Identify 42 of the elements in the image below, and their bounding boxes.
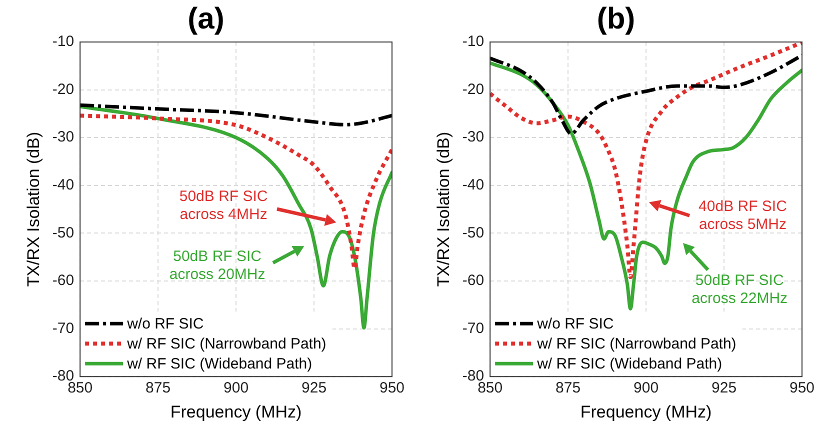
x-tick-label: 875 <box>556 380 581 397</box>
legend-label: w/o RF SIC <box>536 316 614 333</box>
y-tick-label: -40 <box>462 176 484 194</box>
y-tick-label: -30 <box>462 128 484 146</box>
x-axis-title: Frequency (MHz) <box>580 402 712 422</box>
y-tick-label: -20 <box>462 80 484 98</box>
line-series <box>490 61 802 310</box>
chart-title: (a) <box>188 2 224 36</box>
x-tick-label: 925 <box>712 380 737 397</box>
legend-label: w/ RF SIC (Wideband Path) <box>126 356 312 373</box>
annotation: 40dB RF SIC across 5MHz <box>698 198 788 234</box>
annotation: 50dB RF SIC across 20MHz <box>168 248 266 284</box>
y-tick-label: -10 <box>462 33 484 50</box>
legend-label: w/ RF SIC (Narrowband Path) <box>126 336 326 353</box>
line-series <box>80 103 392 126</box>
y-tick-label: -60 <box>462 272 484 290</box>
x-tick-label: 900 <box>224 380 249 397</box>
x-tick-label: 925 <box>302 380 327 397</box>
annotation: 50dB RF SIC across 4MHz <box>178 188 269 224</box>
legend-label: w/ RF SIC (Narrowband Path) <box>536 336 736 353</box>
x-tick-label: 900 <box>634 380 659 397</box>
y-tick-label: -40 <box>52 176 74 194</box>
y-tick-label: -50 <box>462 224 484 242</box>
x-tick-label: 950 <box>789 380 815 397</box>
x-tick-label: 950 <box>379 380 405 397</box>
y-tick-label: -60 <box>52 272 74 290</box>
y-tick-label: -30 <box>52 128 74 146</box>
chart-title: (b) <box>596 2 636 36</box>
y-tick-label: -70 <box>52 320 74 337</box>
x-tick-label: 875 <box>146 380 171 397</box>
y-axis-title: TX/RX Isolation (dB) <box>434 132 453 287</box>
x-axis-title: Frequency (MHz) <box>170 402 302 422</box>
annotation: 50dB RF SIC across 22MHz <box>690 272 789 308</box>
y-tick-label: -70 <box>462 320 484 337</box>
y-tick-label: -20 <box>52 80 74 98</box>
y-tick-label: -50 <box>52 224 74 242</box>
y-tick-label: -10 <box>52 33 74 50</box>
legend-label: w/ RF SIC (Wideband Path) <box>536 356 722 373</box>
line-series <box>80 104 392 330</box>
line-series <box>490 54 802 136</box>
y-axis-title: TX/RX Isolation (dB) <box>24 132 43 287</box>
legend-label: w/o RF SIC <box>126 316 204 333</box>
